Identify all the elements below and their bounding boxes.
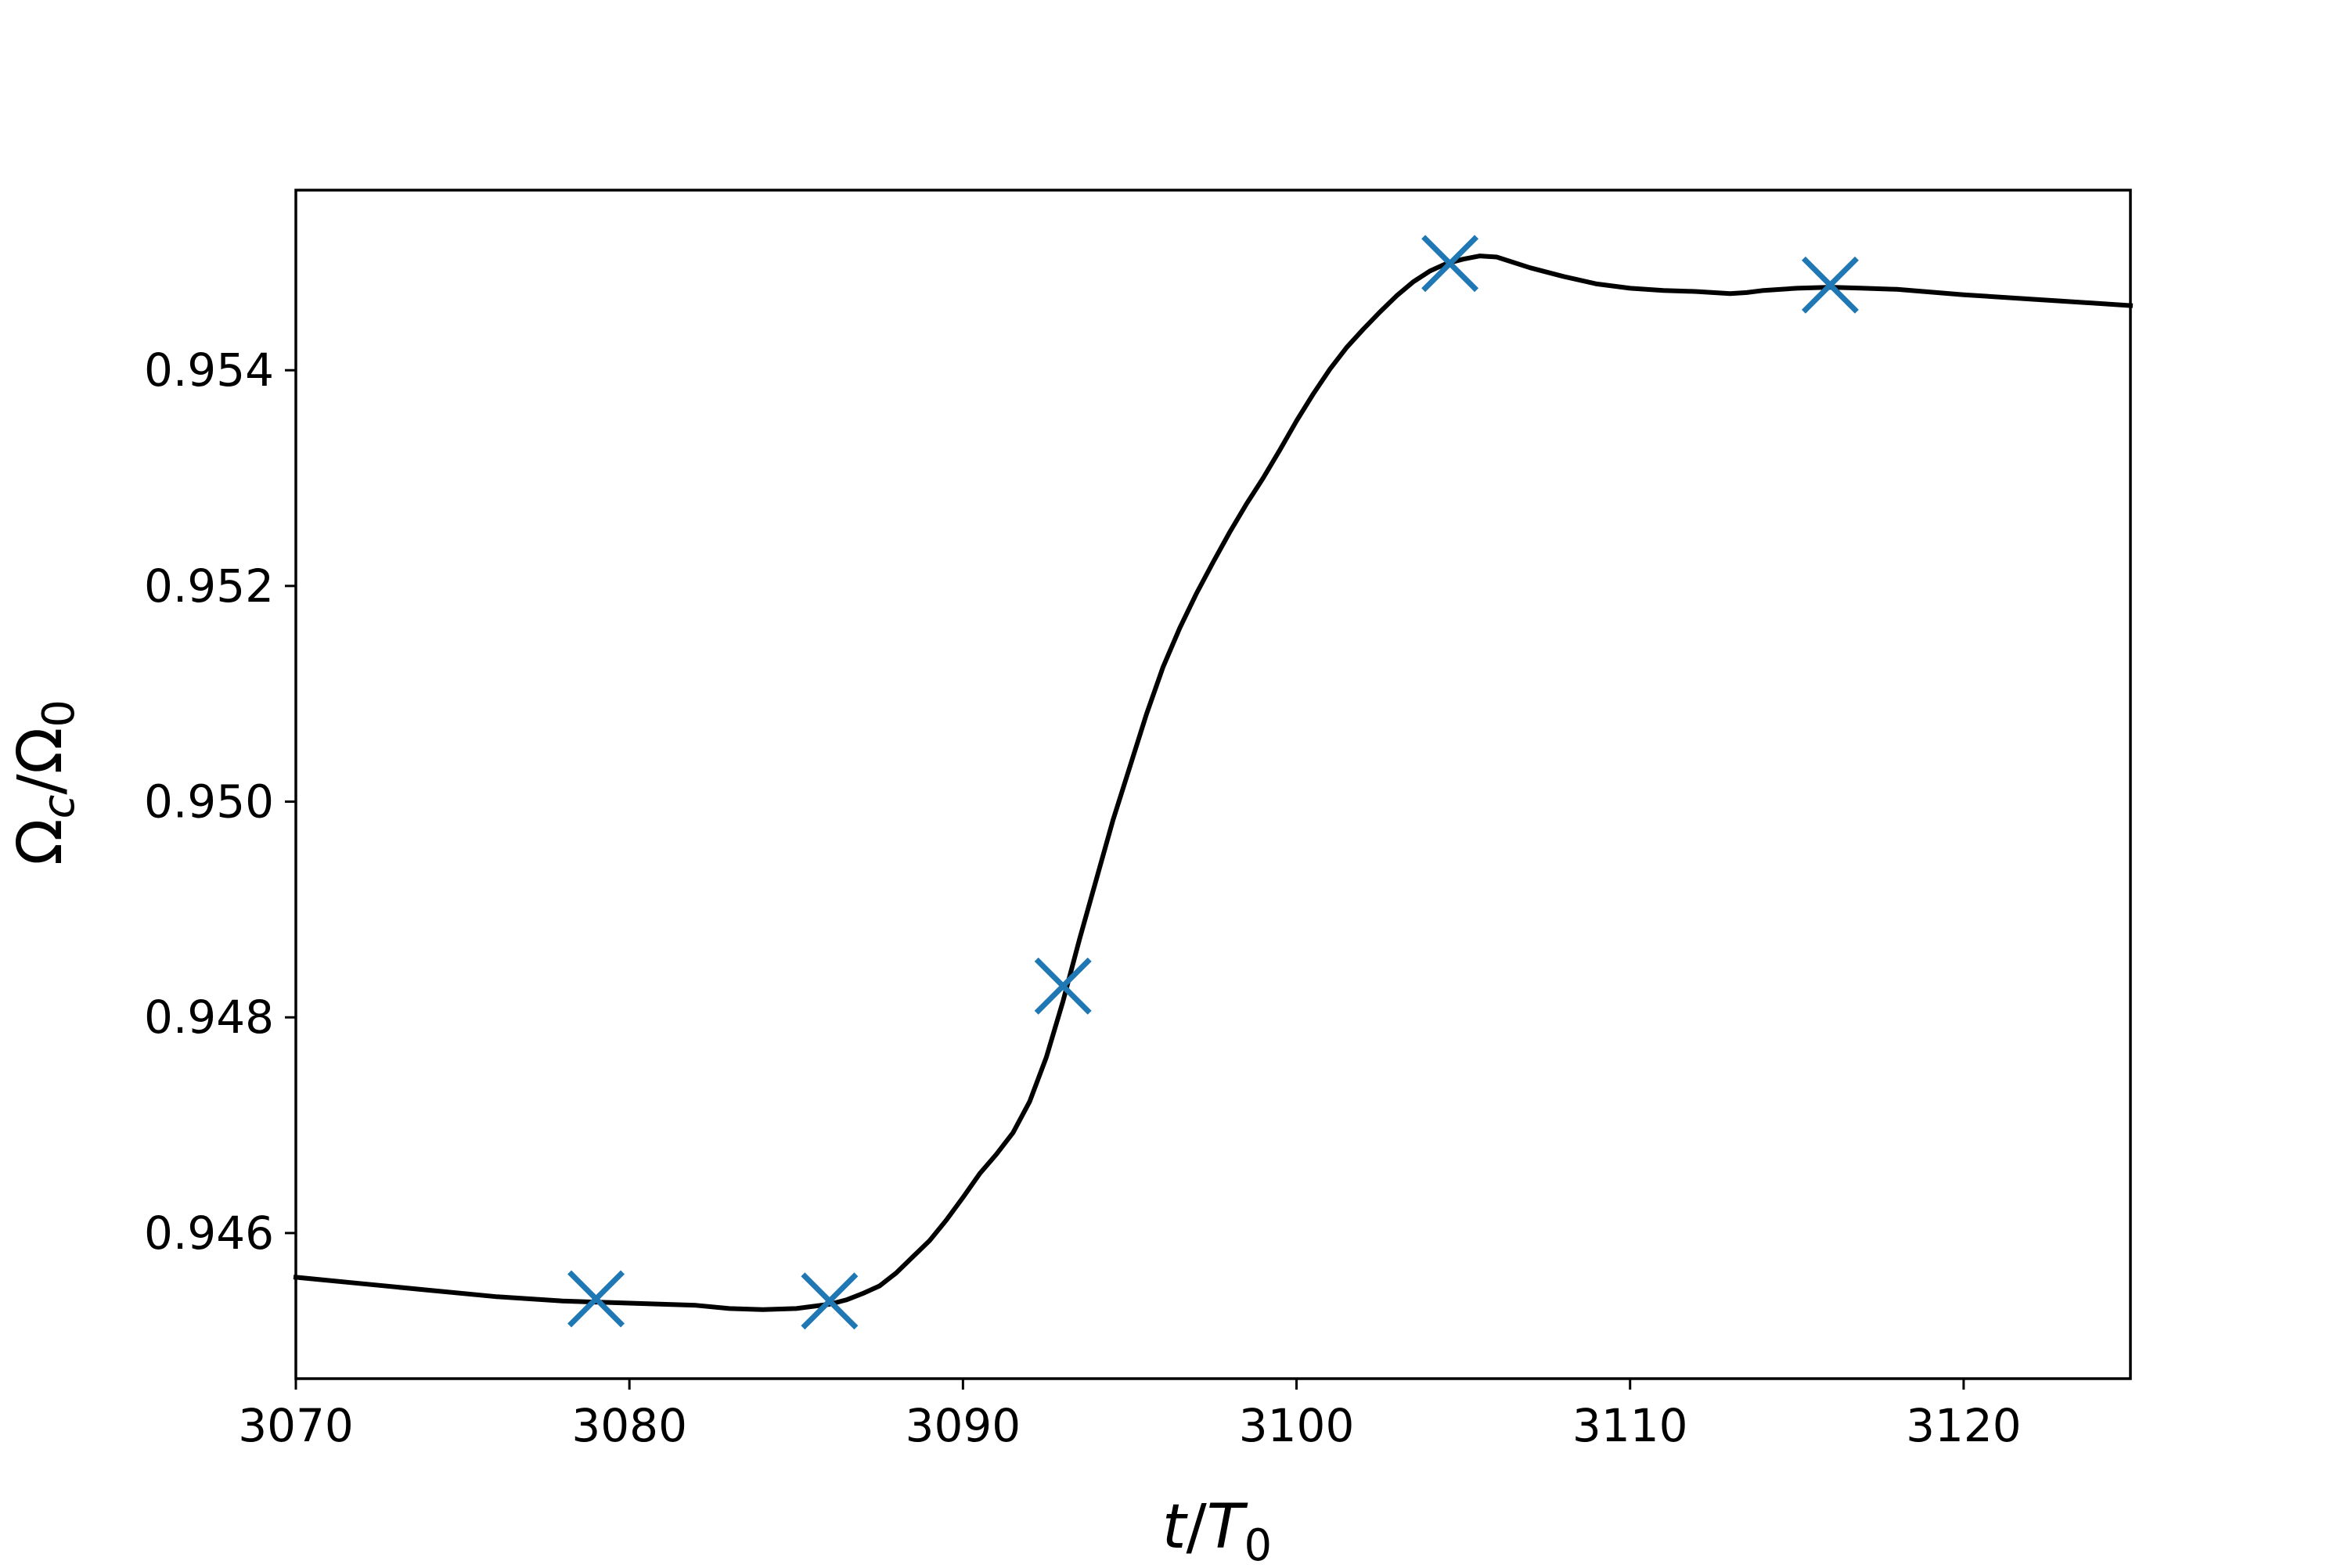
x-axis-label: t/T0 xyxy=(1162,1492,1272,1565)
y-tick-label: 0.946 xyxy=(144,1207,274,1260)
y-axis-label-subscript-2: 0 xyxy=(34,699,85,728)
y-axis-label-symbol-1: Ω xyxy=(5,818,76,865)
x-axis-label-base: t xyxy=(1162,1492,1188,1563)
data-point-marker xyxy=(1801,256,1859,314)
y-axis-label-subscript-1: c xyxy=(34,794,85,818)
x-axis-label-subscript: 0 xyxy=(1244,1520,1272,1565)
x-tick-label: 3070 xyxy=(238,1399,354,1452)
y-axis: 0.946 0.948 0.950 0.952 0.954 xyxy=(144,343,296,1260)
y-axis-label-symbol-2: Ω xyxy=(5,728,76,775)
y-tick-label: 0.948 xyxy=(144,991,274,1044)
y-axis-label-separator: / xyxy=(5,774,76,795)
y-tick-label: 0.952 xyxy=(144,559,274,613)
x-axis-label-symbol: T xyxy=(1207,1492,1248,1563)
y-tick-label: 0.950 xyxy=(144,775,274,829)
x-axis: 3070 3080 3090 3100 3110 3120 xyxy=(238,1379,2022,1452)
x-axis-label-separator: / xyxy=(1187,1492,1208,1563)
x-tick-label: 3090 xyxy=(906,1399,1021,1452)
x-tick-label: 3100 xyxy=(1239,1399,1355,1452)
y-axis-label: Ωc/Ω0 xyxy=(5,699,85,865)
y-tick-label: 0.954 xyxy=(144,343,274,397)
x-tick-label: 3120 xyxy=(1906,1399,2022,1452)
data-point-marker xyxy=(1034,957,1092,1015)
data-point-marker xyxy=(567,1270,625,1328)
plot-frame xyxy=(294,189,2132,1380)
plot-area xyxy=(293,189,2134,1380)
data-point-marker xyxy=(1421,235,1479,293)
data-point-marker xyxy=(801,1272,859,1330)
plot-background xyxy=(296,190,2130,1379)
x-tick-label: 3110 xyxy=(1572,1399,1688,1452)
marker-layer xyxy=(567,235,1859,1330)
x-tick-label: 3080 xyxy=(571,1399,687,1452)
